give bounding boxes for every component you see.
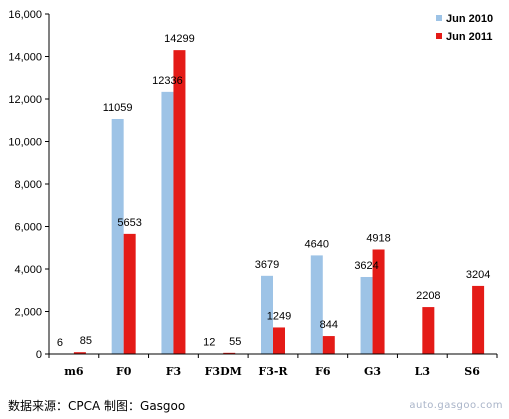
bar — [310, 255, 323, 354]
data-label: 3679 — [255, 259, 279, 271]
y-tick-label: 12,000 — [8, 94, 42, 106]
legend: Jun 2010 Jun 2011 — [436, 13, 493, 43]
y-tick-label: 10,000 — [8, 137, 42, 149]
y-tick-label: 8,000 — [14, 179, 42, 191]
bar — [360, 276, 373, 354]
x-tick-label: F3-R — [258, 365, 288, 378]
bar — [73, 352, 86, 354]
x-tick-label: L3 — [415, 365, 430, 378]
bar — [372, 249, 385, 354]
x-tick-label: F6 — [315, 365, 331, 378]
bars — [61, 50, 485, 355]
bar — [173, 50, 186, 355]
data-label: 85 — [80, 335, 92, 347]
bar — [322, 336, 335, 354]
bar — [111, 118, 124, 354]
y-tick-label: 2,000 — [14, 307, 42, 319]
y-tick-label: 4,000 — [14, 264, 42, 276]
bar — [223, 352, 236, 354]
x-tick-label: F0 — [116, 365, 132, 378]
bar — [261, 275, 273, 354]
data-label: 3624 — [354, 260, 378, 272]
x-axis: m6 F0 F3 F3DM F3-R F6 G3 L3 S6 — [48, 353, 498, 378]
data-label: 12336 — [152, 75, 183, 87]
legend-label: Jun 2011 — [446, 31, 492, 43]
data-label: 11059 — [103, 102, 133, 114]
data-label: 4918 — [366, 232, 390, 244]
data-label: 3204 — [466, 269, 490, 281]
x-tick-label: F3DM — [205, 365, 242, 378]
bar — [123, 233, 136, 354]
source-note: 数据来源：CPCA 制图：Gasgoo — [8, 399, 186, 413]
x-tick-label: G3 — [364, 365, 381, 378]
y-tick-label: 6,000 — [14, 222, 42, 234]
data-label: 2208 — [416, 290, 440, 302]
bar — [422, 307, 435, 354]
data-label: 844 — [320, 319, 338, 331]
x-tick-label: m6 — [64, 365, 84, 378]
legend-swatch — [436, 15, 442, 21]
y-tick-label: 14,000 — [8, 52, 42, 64]
data-label: 55 — [229, 336, 241, 348]
bar — [472, 285, 485, 354]
data-label: 14299 — [164, 33, 195, 45]
data-label: 1249 — [267, 310, 291, 322]
data-label: 4640 — [305, 238, 329, 250]
data-label: 6 — [57, 337, 63, 349]
bar — [273, 327, 285, 354]
x-tick-label: F3 — [166, 365, 181, 378]
legend-label: Jun 2010 — [446, 13, 493, 25]
legend-swatch — [436, 33, 442, 39]
data-label: 5653 — [117, 217, 141, 229]
y-tick-label: 0 — [36, 349, 42, 361]
y-axis: 0 2,000 4,000 6,000 8,000 10,000 12,000 14,000 1… — [8, 9, 50, 361]
bar — [161, 91, 174, 355]
watermark-text: auto.gasgoo.com — [409, 400, 503, 411]
data-label: 12 — [203, 337, 215, 349]
y-tick-label: 16,000 — [8, 9, 42, 21]
data-labels: 6 85 11059 5653 12336 14299 12 55 3679 1249 4640 84… — [57, 33, 491, 349]
x-tick-label: S6 — [464, 365, 480, 378]
